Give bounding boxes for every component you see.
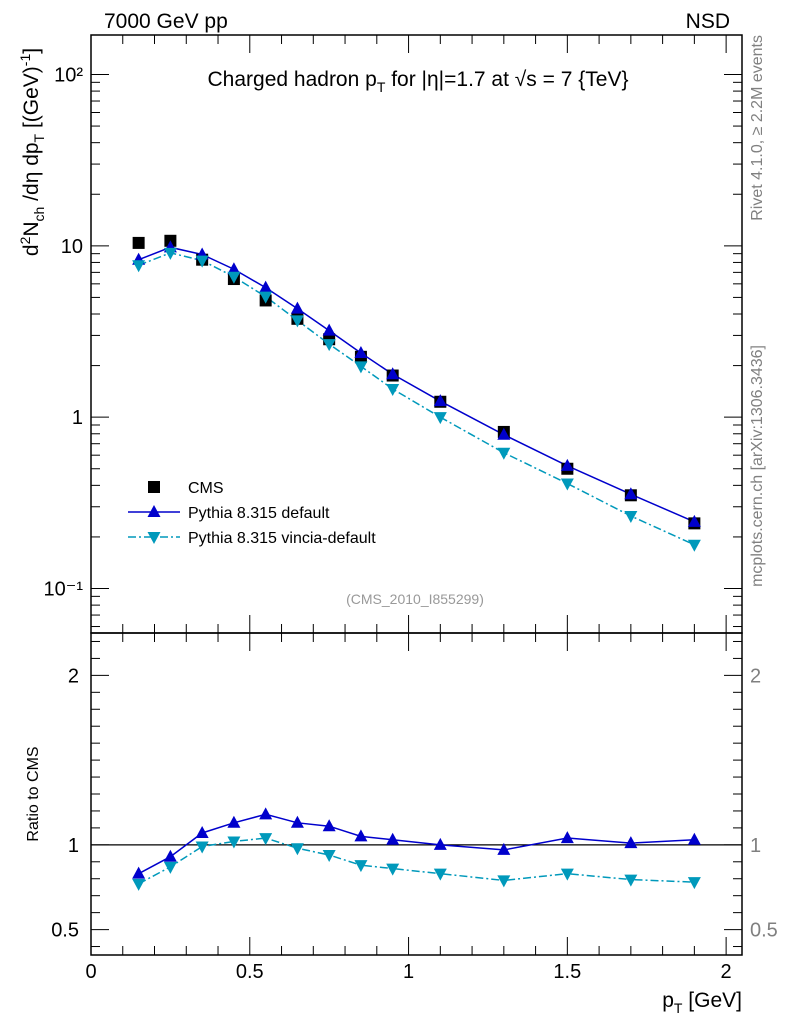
ratio-point-1 [259,807,273,820]
legend-label-0: CMS [188,480,224,497]
ratio-point-1 [433,837,447,850]
ratio-plot-frame [90,632,743,956]
data-point-1 [560,458,574,471]
data-point-0 [132,236,145,249]
x-tick-label: 1.5 [553,961,581,983]
legend-label-2: Pythia 8.315 vincia-default [188,530,376,547]
ratio-point-2 [386,863,400,876]
data-point-2 [259,291,273,304]
data-point-1 [290,301,304,314]
data-point-2 [497,447,511,460]
data-point-2 [354,361,368,374]
ratio-line-2 [138,837,695,885]
series-line-2 [138,252,695,546]
data-point-2 [624,510,638,523]
ratio-point-2 [687,877,701,890]
data-point-1 [433,394,447,407]
ratio-point-1 [624,836,638,849]
ratio-line-1 [138,813,695,875]
data-point-1 [322,323,336,336]
data-point-2 [195,255,209,268]
ratio-point-2 [227,836,241,849]
y-axis-label: d2Nch /dη dpT [(GeV)-1] [17,48,47,256]
x-tick-label: 1 [403,961,414,983]
main-plot [132,234,701,552]
ratio-tick-label-left: 1 [68,835,79,857]
rivet-label: Rivet 4.1.0, ≥ 2.2M events [749,35,766,221]
x-axis-label: pT [GeV] [662,989,742,1016]
data-point-2 [433,412,447,425]
ratio-point-1 [386,832,400,845]
data-point-1 [259,280,273,293]
data-point-2 [227,271,241,284]
data-point-2 [132,260,146,273]
ratio-point-2 [624,874,638,887]
ratio-point-1 [163,849,177,862]
x-tick-label: 0.5 [236,961,264,983]
ratio-point-1 [227,815,241,828]
ratio-point-1 [132,866,146,879]
ratio-tick-label-left: 0.5 [51,920,79,942]
y-tick-label: 10² [54,64,83,86]
ratio-point-1 [322,819,336,832]
ratio-tick-label-right: 2 [750,665,761,687]
legend-marker-1 [147,505,161,517]
ratio-point-1 [497,842,511,855]
y-tick-label: 10 [61,236,83,258]
y-tick-label: 1 [72,407,83,429]
analysis-id: (CMS_2010_I855299) [346,591,484,607]
ratio-tick-label-right: 1 [750,835,761,857]
legend-label-1: Pythia 8.315 default [188,505,330,522]
mcplots-label: mcplots.cern.ch [arXiv:1306.3436] [749,345,766,587]
ratio-point-1 [560,831,574,844]
data-point-2 [290,315,304,328]
ratio-tick-label-right: 0.5 [750,920,778,942]
axes: 0 0.5 1 1.5 2 10⁻¹ 1 10 10² 0.5 0.5 1 1 2 2 [44,35,778,983]
data-point-1 [687,514,701,527]
ratio-y-label: Ratio to CMS [25,746,42,841]
data-point-1 [227,262,241,275]
legend: CMS Pythia 8.315 default Pythia 8.315 vinc… [128,480,376,547]
ratio-point-1 [354,829,368,842]
header-left: 7000 GeV pp [104,10,228,33]
ratio-plot [91,807,742,891]
header-right: NSD [686,10,730,33]
data-point-2 [560,478,574,491]
data-point-2 [322,339,336,352]
data-point-1 [386,367,400,380]
ratio-tick-label-left: 2 [68,665,79,687]
ratio-point-2 [322,850,336,863]
data-point-1 [497,427,511,440]
data-point-2 [163,247,177,260]
x-tick-label: 0 [85,961,96,983]
data-point-2 [687,539,701,552]
x-tick-label: 2 [721,961,732,983]
data-point-1 [624,487,638,500]
ratio-point-2 [259,833,273,846]
ratio-point-2 [354,860,368,873]
ratio-point-1 [687,832,701,845]
ratio-point-2 [433,868,447,881]
legend-marker-2 [147,532,161,544]
data-point-2 [386,384,400,397]
ratio-point-1 [290,815,304,828]
data-point-1 [354,345,368,358]
ratio-point-2 [560,868,574,881]
ratio-point-1 [195,825,209,838]
legend-marker-0 [148,481,160,493]
ratio-point-2 [132,878,146,891]
y-tick-label: 10⁻¹ [44,579,84,601]
ratio-point-2 [195,841,209,854]
ratio-point-2 [497,875,511,888]
plot-title: Charged hadron pT for |η|=1.7 at √s = 7 … [208,68,629,95]
ratio-point-2 [290,843,304,856]
ratio-point-2 [163,861,177,874]
